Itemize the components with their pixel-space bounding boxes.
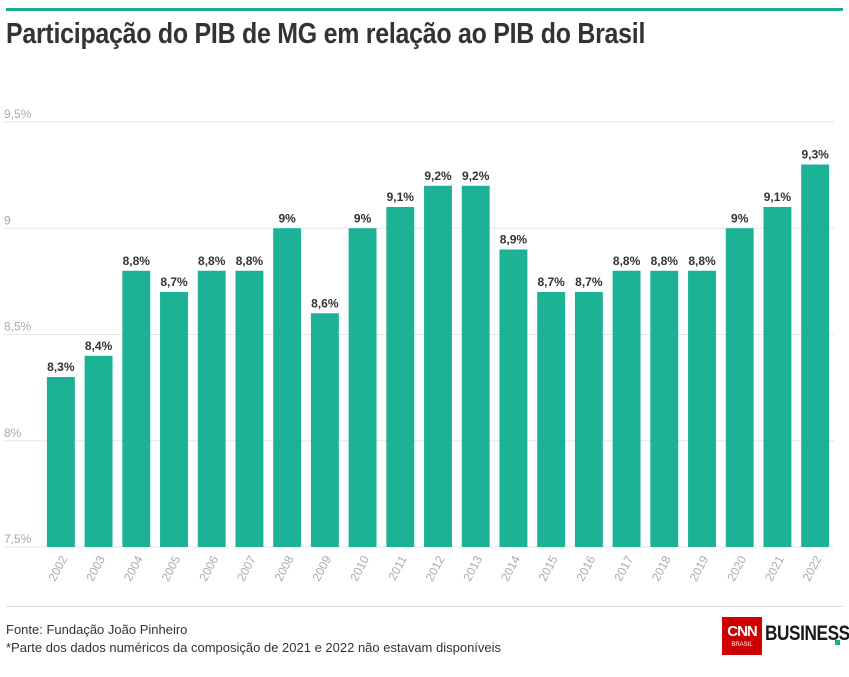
data-label: 9,2% <box>462 169 490 183</box>
bar <box>386 207 415 547</box>
x-tick-label: 2014 <box>498 553 523 583</box>
footer-divider <box>6 606 843 607</box>
cnn-logo-text: CNN <box>727 623 758 640</box>
chart-title: Participação do PIB de MG em relação ao … <box>6 18 646 50</box>
data-label: 9,3% <box>801 148 829 162</box>
x-tick-label: 2010 <box>347 553 372 583</box>
data-label: 8,6% <box>311 296 339 310</box>
data-label: 8,7% <box>160 275 188 289</box>
x-tick-label: 2016 <box>573 553 598 583</box>
bar <box>273 228 302 547</box>
x-tick-label: 2017 <box>611 553 636 583</box>
cnn-business-logo: CNN BRASIL BUSINESS <box>722 617 849 655</box>
data-labels: 8,3% 8,4% 8,8% 8,7% 8,8% 8,8% 9% 8,6% 9% 9,1% 9,2%… <box>47 148 829 375</box>
bar <box>574 292 603 547</box>
x-axis-ticks: 2002 2003 2004 2005 2006 2007 2008 2009 2010 2011… <box>45 553 824 583</box>
x-tick-label: 2013 <box>460 553 485 583</box>
bar <box>612 270 641 547</box>
bar <box>197 270 226 547</box>
data-label: 8,8% <box>651 254 679 268</box>
data-label: 8,7% <box>537 275 565 289</box>
bar <box>84 355 113 547</box>
y-axis-ticks: 7,5% 8% 8,5% 9 9,5% <box>4 107 32 546</box>
data-label: 8,3% <box>47 360 75 374</box>
data-label: 8,8% <box>236 254 264 268</box>
data-label: 8,8% <box>688 254 716 268</box>
cnn-logo-box: CNN BRASIL <box>722 617 762 655</box>
data-label: 8,8% <box>123 254 151 268</box>
x-tick-label: 2021 <box>762 553 787 583</box>
bar <box>46 377 75 547</box>
data-label: 8,8% <box>613 254 641 268</box>
bars <box>46 164 830 547</box>
bar-chart: 8,3% 8,4% 8,8% 8,7% 8,8% 8,8% 9% 8,6% 9% 9,1% 9,2%… <box>4 107 834 583</box>
footnote: *Parte dos dados numéricos da composição… <box>6 640 502 655</box>
y-tick-label: 9 <box>4 213 11 227</box>
cnn-logo-subtext: BRASIL <box>731 642 753 648</box>
bar <box>537 292 566 547</box>
data-label: 9% <box>278 211 296 225</box>
x-tick-label: 2015 <box>536 553 561 583</box>
data-label: 8,7% <box>575 275 603 289</box>
source-note: Fonte: Fundação João Pinheiro <box>6 622 188 637</box>
bar <box>763 207 792 547</box>
bar <box>801 164 830 547</box>
business-logo-word: BUSINESS <box>765 622 849 645</box>
top-accent-rule <box>6 8 843 11</box>
bar <box>650 270 679 547</box>
x-tick-label: 2020 <box>724 553 749 583</box>
x-tick-label: 2022 <box>800 553 825 583</box>
x-tick-label: 2007 <box>234 553 259 583</box>
x-tick-label: 2006 <box>196 553 221 583</box>
y-tick-label: 7,5% <box>4 532 32 546</box>
x-tick-label: 2003 <box>83 553 108 583</box>
logo-accent-dot <box>835 640 840 645</box>
bar <box>424 185 452 547</box>
data-label: 9,1% <box>764 190 792 204</box>
bar <box>688 270 716 547</box>
x-tick-label: 2018 <box>649 553 674 583</box>
x-tick-label: 2019 <box>687 553 712 583</box>
x-tick-label: 2005 <box>159 553 184 583</box>
data-label: 8,4% <box>85 339 113 353</box>
y-tick-label: 8% <box>4 426 22 440</box>
data-label: 9% <box>354 211 372 225</box>
bar <box>160 292 188 547</box>
x-tick-label: 2012 <box>423 553 448 583</box>
data-label: 9,2% <box>424 169 452 183</box>
bar <box>348 228 377 547</box>
x-tick-label: 2011 <box>385 553 410 583</box>
x-tick-label: 2004 <box>121 553 146 583</box>
y-tick-label: 8,5% <box>4 320 32 334</box>
x-tick-label: 2009 <box>309 553 334 583</box>
x-tick-label: 2008 <box>272 553 297 583</box>
bar <box>499 249 528 547</box>
data-label: 8,8% <box>198 254 226 268</box>
data-label: 9,1% <box>387 190 415 204</box>
bar <box>122 270 151 547</box>
data-label: 8,9% <box>500 233 528 247</box>
data-label: 9% <box>731 211 749 225</box>
bar <box>725 228 754 547</box>
y-tick-label: 9,5% <box>4 107 32 121</box>
bar <box>235 270 264 547</box>
x-tick-label: 2002 <box>45 553 70 583</box>
bar <box>310 313 339 547</box>
bar <box>461 185 490 547</box>
